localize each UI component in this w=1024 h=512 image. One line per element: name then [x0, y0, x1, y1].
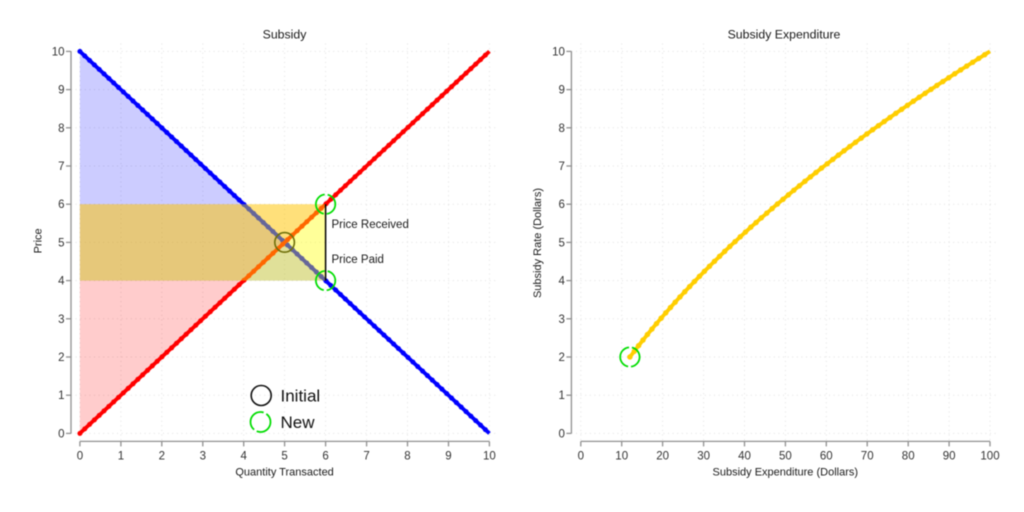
- svg-text:0: 0: [558, 428, 564, 440]
- svg-text:2: 2: [558, 352, 564, 364]
- svg-text:0: 0: [77, 451, 83, 463]
- svg-text:2: 2: [58, 352, 64, 364]
- svg-text:70: 70: [861, 451, 874, 463]
- svg-text:40: 40: [738, 451, 751, 463]
- svg-text:Price Paid: Price Paid: [332, 254, 384, 266]
- svg-text:Subsidy: Subsidy: [263, 28, 308, 42]
- svg-text:7: 7: [363, 451, 369, 463]
- svg-text:6: 6: [322, 451, 328, 463]
- svg-text:9: 9: [58, 85, 64, 97]
- svg-text:80: 80: [902, 451, 915, 463]
- svg-text:50: 50: [779, 451, 792, 463]
- svg-text:Subsidy Rate (Dollars): Subsidy Rate (Dollars): [532, 188, 544, 298]
- svg-text:New: New: [281, 413, 316, 432]
- svg-text:90: 90: [943, 451, 956, 463]
- svg-text:6: 6: [58, 199, 64, 211]
- svg-text:Subsidy Expenditure (Dollars): Subsidy Expenditure (Dollars): [713, 467, 859, 479]
- svg-text:8: 8: [558, 123, 564, 135]
- svg-text:4: 4: [58, 276, 65, 288]
- svg-text:10: 10: [615, 451, 628, 463]
- svg-text:Price Received: Price Received: [332, 219, 409, 231]
- svg-text:0: 0: [578, 451, 584, 463]
- svg-text:Initial: Initial: [281, 387, 321, 406]
- svg-text:9: 9: [445, 451, 451, 463]
- svg-text:0: 0: [58, 428, 64, 440]
- svg-text:1: 1: [558, 390, 564, 402]
- svg-text:2: 2: [159, 451, 165, 463]
- svg-text:5: 5: [58, 237, 64, 249]
- svg-text:30: 30: [697, 451, 710, 463]
- svg-text:20: 20: [656, 451, 669, 463]
- svg-text:1: 1: [58, 390, 64, 402]
- svg-text:8: 8: [404, 451, 410, 463]
- svg-text:7: 7: [558, 161, 564, 173]
- svg-text:60: 60: [820, 451, 833, 463]
- svg-text:8: 8: [58, 123, 64, 135]
- svg-text:100: 100: [980, 451, 999, 463]
- svg-text:9: 9: [558, 85, 564, 97]
- svg-text:3: 3: [200, 451, 206, 463]
- svg-text:10: 10: [52, 46, 65, 58]
- svg-text:10: 10: [483, 451, 496, 463]
- svg-text:1: 1: [118, 451, 124, 463]
- svg-text:Subsidy Expenditure: Subsidy Expenditure: [728, 28, 841, 42]
- svg-text:Quantity Transacted: Quantity Transacted: [235, 467, 333, 479]
- svg-text:4: 4: [558, 276, 565, 288]
- svg-text:6: 6: [558, 199, 564, 211]
- svg-text:5: 5: [558, 237, 564, 249]
- svg-text:5: 5: [281, 451, 287, 463]
- svg-text:Price: Price: [33, 228, 45, 253]
- svg-text:3: 3: [558, 314, 564, 326]
- svg-text:7: 7: [58, 161, 64, 173]
- svg-text:10: 10: [552, 46, 565, 58]
- svg-text:3: 3: [58, 314, 64, 326]
- svg-text:4: 4: [240, 451, 247, 463]
